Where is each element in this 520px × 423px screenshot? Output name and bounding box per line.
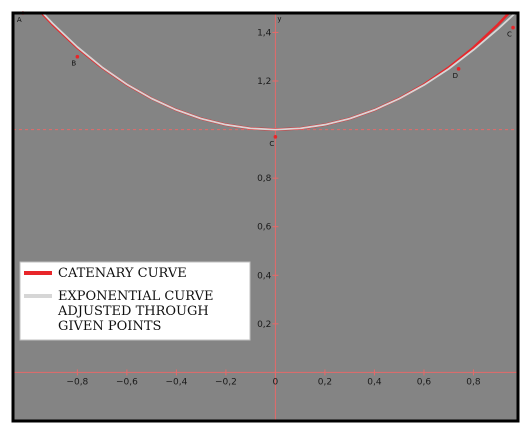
point-label: D [453, 72, 458, 80]
point-label: C [269, 140, 274, 148]
x-tick-label: −0,2 [215, 377, 237, 387]
legend-entry-1: ADJUSTED THROUGH [57, 304, 209, 319]
y-tick-label: 0,2 [257, 320, 271, 330]
legend-entry-0: CATENARY CURVE [58, 266, 187, 281]
y-tick-label: 0,8 [257, 174, 272, 184]
point-marker [457, 67, 461, 71]
plot-background [13, 13, 518, 421]
x-tick-label: −0,4 [165, 377, 187, 387]
x-tick-label: 0,6 [417, 377, 432, 387]
x-tick-label: 0,2 [318, 377, 332, 387]
x-tick-label: 0 [273, 377, 279, 387]
point-marker [511, 26, 515, 30]
y-tick-label: 0,4 [257, 271, 272, 281]
legend-entry-1: GIVEN POINTS [58, 319, 161, 334]
x-tick-label: −0,6 [116, 377, 138, 387]
point-marker [274, 135, 278, 139]
y-axis-label: y [277, 15, 281, 23]
x-tick-label: 0,4 [367, 377, 382, 387]
point-label: A [17, 16, 22, 24]
point-label: C [507, 31, 512, 39]
y-tick-label: 1,2 [257, 77, 271, 87]
y-tick-label: 0,6 [257, 223, 272, 233]
point-marker [76, 55, 80, 59]
x-tick-label: 0,8 [466, 377, 481, 387]
legend: CATENARY CURVE EXPONENTIAL CURVEADJUSTED … [20, 262, 250, 340]
x-tick-label: −0,8 [66, 377, 88, 387]
y-tick-label: 1,4 [257, 28, 272, 38]
legend-entry-1: EXPONENTIAL CURVE [58, 289, 213, 304]
point-label: B [71, 60, 76, 68]
